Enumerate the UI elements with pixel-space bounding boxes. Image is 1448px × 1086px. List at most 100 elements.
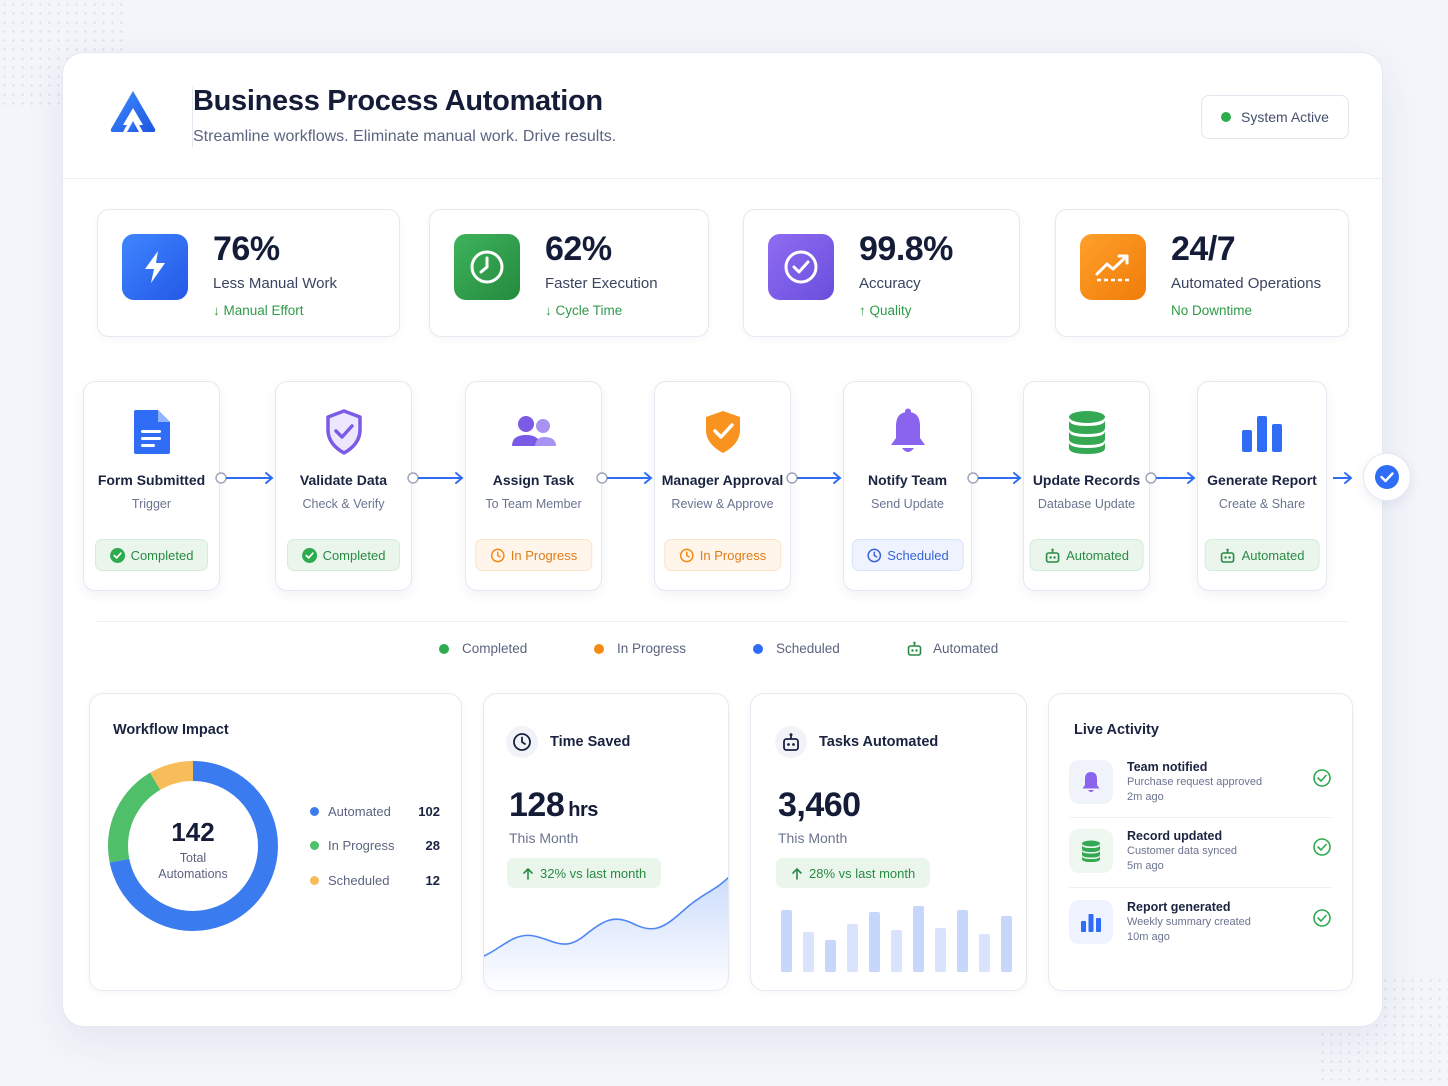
scheduled-dot-icon (753, 643, 763, 654)
card-title: Time Saved (550, 734, 631, 750)
workflow-step-generate-report[interactable]: Generate Report Create & Share Automated (1197, 381, 1327, 591)
connector-arrow (215, 472, 274, 484)
status-badge: In Progress (663, 539, 782, 571)
connector-arrow (1333, 472, 1353, 484)
donut-total: 142 (171, 817, 215, 847)
kpi-card-accuracy[interactable]: 99.8% Accuracy ↑ Quality (743, 209, 1020, 337)
bar-chart-icon (1198, 408, 1326, 458)
robot-icon (907, 641, 922, 656)
connector-arrow (407, 472, 464, 484)
users-icon (466, 408, 601, 458)
period-label: This Month (778, 830, 848, 846)
card-title: Workflow Impact (113, 722, 229, 738)
workflow-step-validate-data[interactable]: Validate Data Check & Verify Completed (275, 381, 412, 591)
database-icon (1069, 829, 1113, 873)
legend-completed: Completed (439, 641, 527, 656)
kpi-card-operations[interactable]: 24/7 Automated Operations No Downtime (1055, 209, 1349, 337)
step-name: Assign Task (492, 472, 575, 488)
activity-item[interactable]: Team notified Purchase request approved … (1069, 760, 1332, 830)
dashboard-panel: Business Process Automation Streamline w… (62, 52, 1411, 1027)
arrow-up-icon (523, 867, 533, 880)
legend-automated: Automated (906, 641, 998, 656)
divider (97, 621, 1348, 622)
lightning-icon (122, 234, 188, 300)
kpi-value: 76% (213, 230, 280, 268)
status-badge: Completed (286, 539, 401, 571)
check-icon (301, 547, 317, 563)
status-badge: Completed (94, 539, 209, 571)
status-label: System Active (1241, 109, 1329, 125)
step-name: Notify Team (867, 472, 948, 488)
status-badge: Automated (1204, 539, 1320, 571)
completed-dot-icon (439, 643, 449, 654)
progress-dot-icon (594, 643, 604, 654)
kpi-card-manual-work[interactable]: 76% Less Manual Work ↓ Manual Effort (97, 209, 400, 337)
trend-up-icon (1080, 234, 1146, 300)
time-saved-value: 128 hrs (509, 786, 598, 824)
connector-arrow (1145, 472, 1196, 484)
impact-legend-scheduled: Scheduled 12 (310, 873, 440, 888)
workflow-impact-card: Workflow Impact 142 Total Automations Au… (89, 693, 462, 991)
kpi-label: Accuracy (859, 275, 921, 292)
growth-badge: 32% vs last month (507, 858, 662, 888)
clock-icon (679, 548, 694, 562)
impact-legend-automated: Automated 102 (310, 804, 440, 819)
donut-segment-scheduled (108, 761, 278, 931)
kpi-sub: ↓ Manual Effort (213, 303, 304, 318)
workflow-step-form-submitted[interactable]: Form Submitted Trigger Completed (83, 381, 220, 591)
period-label: This Month (509, 830, 579, 846)
workflow-step-assign-task[interactable]: Assign Task To Team Member In Progress (465, 381, 602, 591)
card-title: Live Activity (1074, 722, 1159, 738)
status-dot-icon (1221, 112, 1232, 122)
connector-arrow (967, 472, 1022, 484)
bar-chart-icon (1069, 900, 1113, 944)
robot-icon (775, 726, 807, 758)
clock-icon (866, 548, 881, 562)
kpi-label: Less Manual Work (213, 275, 337, 292)
step-desc: To Team Member (485, 497, 582, 511)
workflow-step-update-records[interactable]: Update Records Database Update Automated (1023, 381, 1150, 591)
check-circle-icon (1313, 909, 1331, 927)
kpi-sub: ↓ Cycle Time (545, 303, 623, 318)
kpi-sub: ↑ Quality (859, 303, 912, 318)
activity-item[interactable]: Report generated Weekly summary created … (1069, 900, 1332, 970)
check-icon (109, 547, 125, 563)
step-desc: Send Update (871, 497, 944, 511)
workflow-step-manager-approval[interactable]: Manager Approval Review & Approve In Pro… (654, 381, 791, 591)
clock-icon (506, 726, 538, 758)
bell-icon (1069, 760, 1113, 804)
workflow-step-notify-team[interactable]: Notify Team Send Update Scheduled (843, 381, 972, 591)
step-desc: Database Update (1037, 497, 1136, 511)
check-circle-icon (1375, 465, 1399, 489)
donut-segment-in-progress (108, 761, 278, 931)
kpi-value: 24/7 (1171, 230, 1236, 268)
document-icon (84, 408, 219, 458)
clock-icon (490, 548, 505, 562)
bell-icon (844, 408, 971, 458)
connector-arrow (786, 472, 842, 484)
tasks-bar-sparkline (781, 906, 1012, 972)
step-desc: Trigger (131, 497, 172, 511)
activity-item[interactable]: Record updated Customer data synced 5m a… (1069, 829, 1332, 899)
legend-in-progress: In Progress (594, 641, 686, 656)
connector-arrow (596, 472, 653, 484)
status-badge: Automated (1029, 539, 1144, 571)
workflow-complete-check[interactable] (1363, 453, 1411, 501)
live-activity-card: Live Activity Team notified Purchase req… (1048, 693, 1353, 991)
divider (1069, 887, 1332, 888)
tasks-automated-card: Tasks Automated 3,460 This Month 28% vs … (750, 693, 1027, 991)
step-desc: Review & Approve (671, 497, 774, 511)
shield-check-icon (276, 408, 411, 458)
system-status-badge[interactable]: System Active (1201, 95, 1349, 139)
clock-icon (454, 234, 520, 300)
time-saved-sparkline (484, 876, 728, 990)
status-badge: Scheduled (851, 539, 964, 571)
step-name: Validate Data (299, 472, 388, 488)
kpi-label: Faster Execution (545, 275, 658, 292)
kpi-value: 99.8% (859, 230, 953, 268)
card-title: Tasks Automated (819, 734, 939, 750)
step-name: Generate Report (1207, 472, 1317, 488)
legend-scheduled: Scheduled (753, 641, 840, 656)
kpi-card-execution[interactable]: 62% Faster Execution ↓ Cycle Time (429, 209, 709, 337)
arrow-up-icon (792, 867, 802, 880)
